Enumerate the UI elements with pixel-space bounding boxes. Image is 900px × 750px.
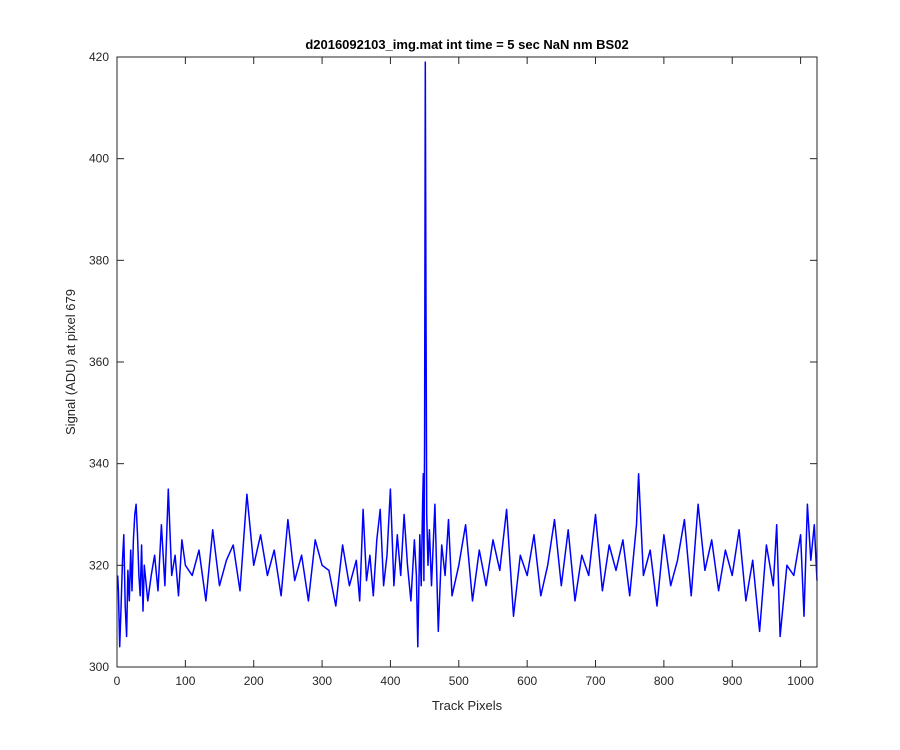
plot-area xyxy=(117,57,817,667)
x-axis-label: Track Pixels xyxy=(432,698,503,713)
x-tick-label: 300 xyxy=(312,674,332,688)
x-tick-label: 700 xyxy=(586,674,606,688)
y-tick-label: 380 xyxy=(89,253,109,267)
ticks-layer: 0 100 200 300 400 500 600 700 800 900 1000 300 320 34… xyxy=(89,50,817,688)
x-tick-label: 0 xyxy=(114,674,121,688)
series-layer xyxy=(116,61,818,648)
chart-title: d2016092103_img.mat int time = 5 sec NaN… xyxy=(305,37,628,52)
y-tick-label: 340 xyxy=(89,457,109,471)
y-tick-label: 420 xyxy=(89,50,109,64)
y-axis-label: Signal (ADU) at pixel 679 xyxy=(63,289,78,435)
y-tick-label: 320 xyxy=(89,558,109,572)
y-tick-label: 400 xyxy=(89,152,109,166)
x-tick-label: 1000 xyxy=(787,674,814,688)
x-tick-label: 500 xyxy=(449,674,469,688)
x-tick-label: 900 xyxy=(722,674,742,688)
x-tick-label: 600 xyxy=(517,674,537,688)
x-tick-label: 200 xyxy=(244,674,264,688)
x-tick-label: 800 xyxy=(654,674,674,688)
x-tick-label: 400 xyxy=(380,674,400,688)
y-tick-label: 360 xyxy=(89,355,109,369)
series-line-0 xyxy=(116,61,818,648)
y-tick-label: 300 xyxy=(89,660,109,674)
x-tick-label: 100 xyxy=(175,674,195,688)
